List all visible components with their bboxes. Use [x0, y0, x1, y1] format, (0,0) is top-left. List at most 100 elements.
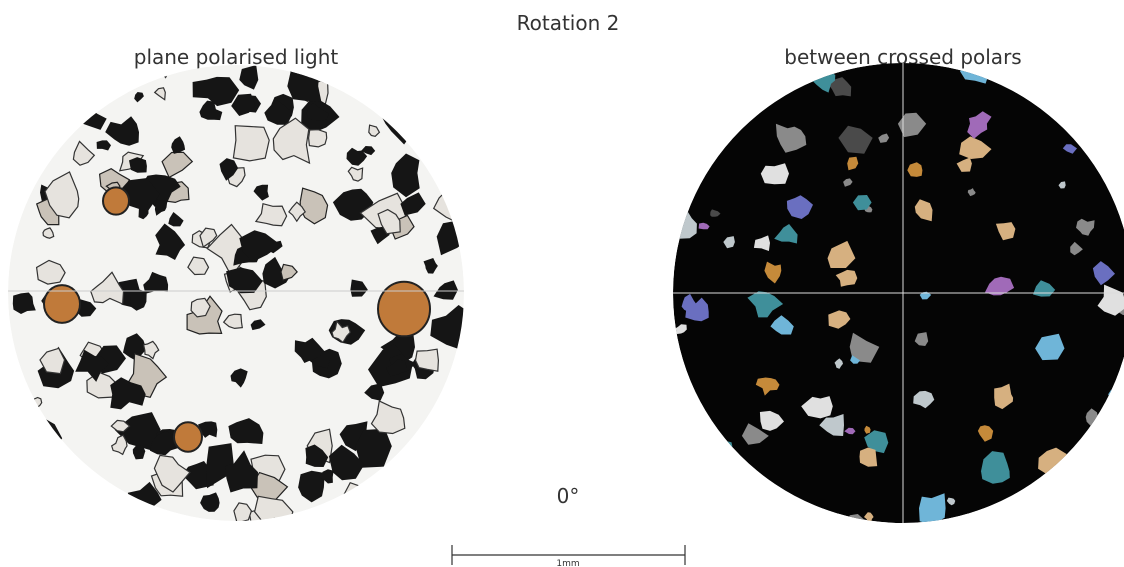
grain — [1066, 63, 1095, 83]
grain — [75, 349, 110, 382]
grain — [1076, 218, 1095, 236]
grain — [338, 65, 370, 90]
grain — [1117, 148, 1124, 168]
grain — [130, 288, 147, 311]
grain — [307, 129, 328, 148]
grain — [433, 465, 453, 488]
grain — [8, 418, 39, 463]
grain — [24, 500, 47, 521]
grain — [206, 443, 234, 489]
grain — [110, 377, 146, 410]
grain — [173, 421, 203, 453]
grain — [755, 377, 780, 396]
grain — [682, 65, 705, 82]
grain — [129, 157, 147, 173]
grain — [368, 124, 381, 137]
grain — [681, 293, 697, 313]
grain — [946, 497, 956, 506]
grain — [199, 227, 218, 248]
grain — [8, 460, 22, 484]
ppl-image — [8, 65, 464, 521]
grain — [129, 500, 146, 518]
grain — [1070, 241, 1083, 256]
grain — [219, 158, 239, 181]
grain — [694, 488, 711, 503]
grain — [347, 166, 364, 182]
grain — [967, 111, 992, 139]
grain — [39, 453, 56, 467]
grain — [753, 235, 770, 251]
grain — [39, 347, 66, 375]
grain — [31, 396, 43, 408]
grain — [448, 451, 464, 487]
grain — [850, 355, 861, 364]
grain — [1011, 498, 1032, 516]
scale-bar — [451, 545, 686, 565]
grain — [685, 297, 709, 322]
grain — [192, 76, 240, 107]
grain — [331, 320, 351, 344]
grain — [134, 92, 144, 103]
grain — [907, 162, 923, 177]
grain — [168, 212, 184, 227]
grain — [1067, 473, 1094, 492]
grain — [187, 256, 210, 276]
grain — [774, 224, 798, 244]
grain — [965, 517, 973, 523]
grain — [764, 261, 782, 284]
grain — [967, 188, 976, 197]
grain — [433, 280, 458, 300]
grain — [433, 427, 452, 442]
grain — [44, 171, 80, 219]
grain — [919, 291, 932, 300]
grain — [280, 263, 298, 281]
grain — [430, 305, 464, 349]
grain — [414, 348, 440, 372]
grain — [250, 319, 266, 331]
grain — [155, 223, 186, 260]
grain — [985, 276, 1015, 296]
grain — [253, 184, 269, 201]
title: Rotation 2 — [517, 11, 620, 35]
grain — [355, 428, 392, 468]
grain — [698, 222, 710, 230]
grain — [981, 451, 1010, 484]
grain — [200, 492, 220, 512]
grain — [438, 387, 464, 420]
grain — [414, 65, 424, 76]
grain — [759, 410, 784, 431]
grain — [288, 201, 306, 223]
grain — [20, 503, 54, 521]
grain — [878, 133, 890, 143]
grain — [8, 497, 26, 517]
grain — [400, 192, 426, 216]
grain — [110, 434, 128, 456]
grain — [153, 87, 166, 101]
grain — [123, 333, 147, 361]
grain — [105, 116, 139, 146]
grain — [859, 447, 878, 467]
grain — [834, 358, 843, 369]
grain — [37, 474, 81, 514]
grain — [38, 108, 61, 134]
grain — [393, 86, 428, 126]
grain — [455, 102, 464, 132]
grain — [959, 136, 992, 159]
grain — [827, 240, 856, 268]
grain — [306, 103, 329, 121]
grain — [838, 125, 873, 154]
grain — [153, 454, 191, 493]
grain — [819, 414, 844, 436]
grain — [171, 136, 186, 154]
grain — [692, 118, 717, 141]
grain — [1062, 144, 1077, 154]
grain — [328, 444, 365, 481]
grain — [843, 178, 853, 187]
grain — [770, 315, 794, 335]
grain — [914, 332, 929, 346]
grain — [35, 259, 66, 285]
grain — [897, 112, 927, 138]
grain — [1092, 261, 1115, 286]
grain — [305, 444, 329, 467]
grain — [382, 500, 412, 521]
